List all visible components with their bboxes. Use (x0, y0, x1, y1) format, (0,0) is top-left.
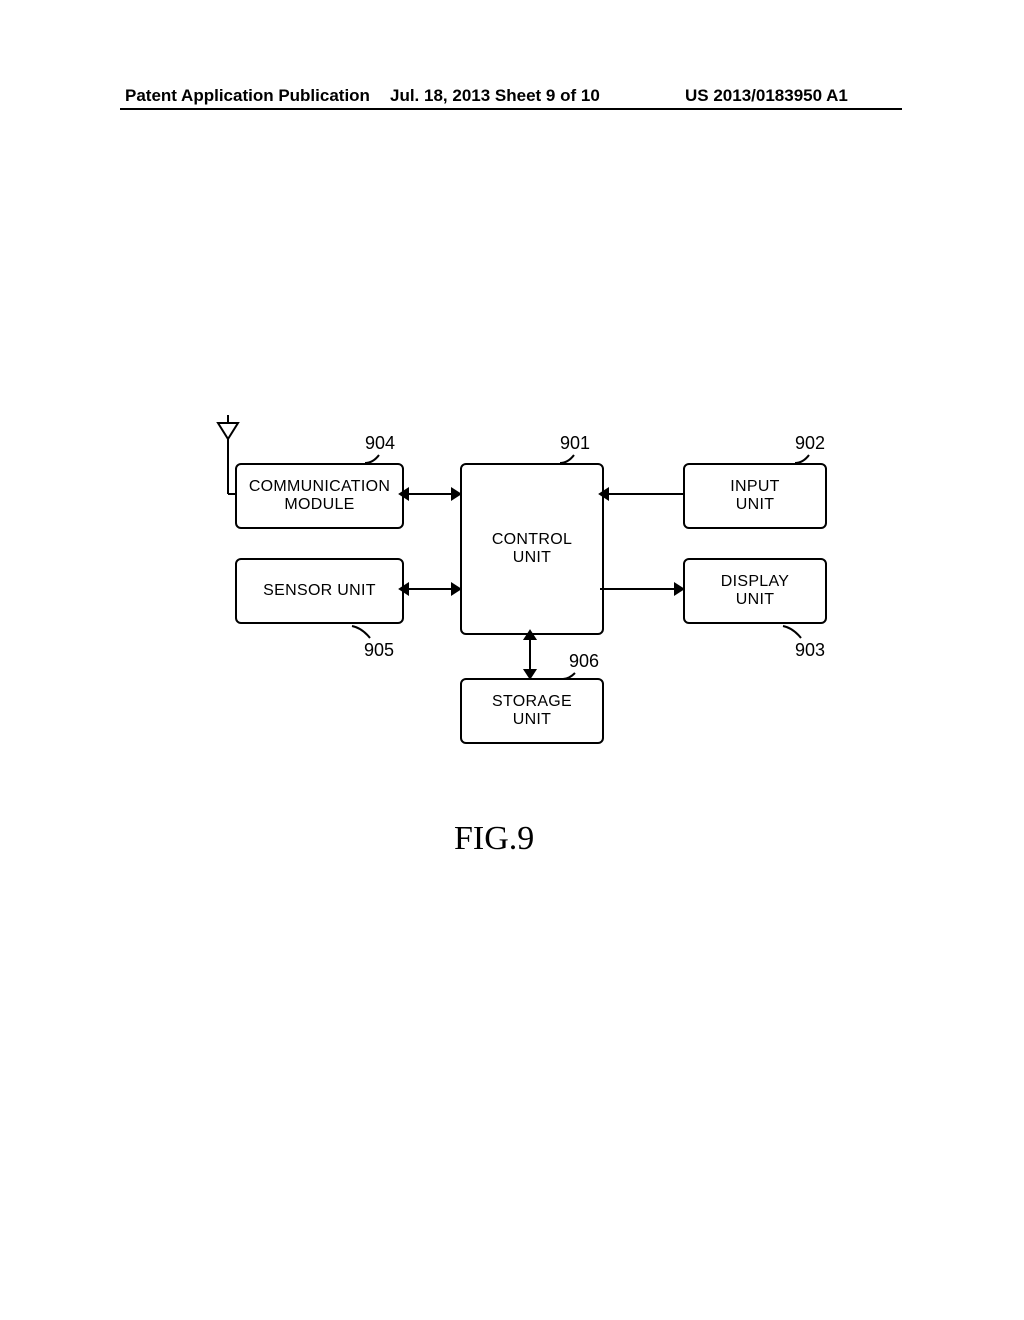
block-diagram: CONTROLUNIT INPUTUNIT DISPLAYUNIT COMMUN… (0, 0, 1024, 1320)
connectors-svg (0, 0, 1024, 1320)
page: Patent Application Publication Jul. 18, … (0, 0, 1024, 1320)
figure-caption: FIG.9 (454, 820, 534, 858)
